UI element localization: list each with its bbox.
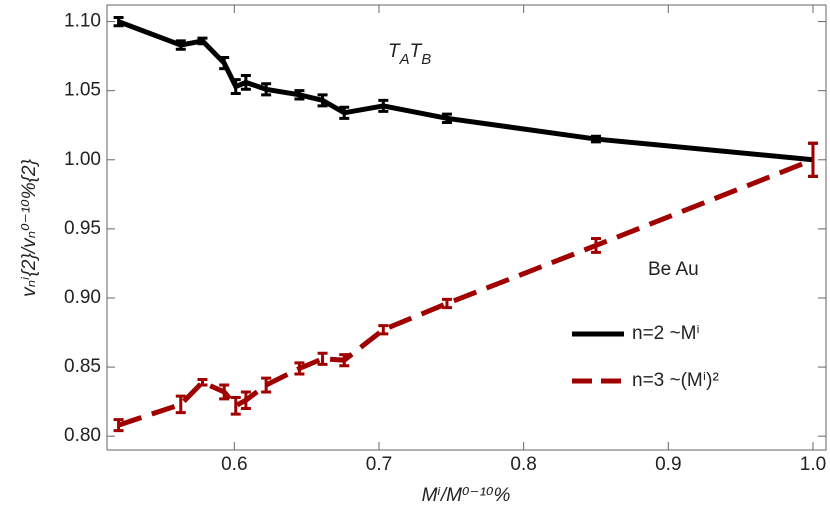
legend-label: n=3 ~(Mⁱ)²	[632, 370, 719, 391]
error-bar	[294, 89, 305, 101]
error-bar	[378, 324, 389, 336]
data-line	[117, 157, 814, 428]
x-tick-label: 0.6	[221, 454, 247, 475]
y-tick-label: 0.85	[64, 356, 101, 377]
annotation-part: A	[399, 51, 410, 68]
x-tick-label: 0.9	[655, 454, 681, 475]
error-bar	[230, 395, 241, 416]
y-tick-label: 1.00	[64, 149, 101, 170]
error-bar	[240, 73, 251, 91]
plot-frame	[106, 4, 827, 451]
data-line	[117, 19, 814, 163]
error-bar	[219, 383, 230, 401]
annotation: TATB	[388, 41, 431, 68]
error-bar	[219, 56, 230, 71]
y-tick-label: 0.95	[64, 218, 101, 239]
error-bar	[317, 351, 328, 366]
error-bar	[240, 390, 251, 411]
annotation: Be Au	[648, 259, 699, 280]
y-tick-label: 1.10	[64, 11, 101, 32]
annotation-part: T	[388, 41, 401, 62]
error-bar	[113, 418, 124, 433]
y-tick-label: 0.80	[64, 425, 101, 446]
error-bar	[317, 93, 328, 108]
error-bar	[261, 82, 272, 97]
error-bar	[590, 237, 601, 254]
error-bar	[197, 36, 208, 46]
y-axis-label: vₙⁱ{2}/vₙ⁰⁻¹⁰%{2}	[19, 158, 40, 296]
error-bar	[294, 361, 305, 376]
error-bar	[339, 105, 350, 120]
error-bar	[261, 376, 272, 394]
error-bar	[113, 15, 124, 28]
error-bar	[378, 98, 389, 113]
error-bar	[175, 394, 186, 415]
error-bar	[807, 141, 818, 178]
error-bar	[230, 78, 241, 95]
x-tick-label: 0.8	[510, 454, 536, 475]
y-tick-label: 0.90	[64, 287, 101, 308]
error-bar	[339, 353, 350, 368]
x-tick-label: 0.7	[366, 454, 392, 475]
error-bar	[441, 112, 452, 124]
annotation-part: B	[421, 51, 431, 68]
x-tick-label: 1.0	[800, 454, 826, 475]
error-bar	[175, 39, 186, 51]
annotation-part: T	[410, 41, 423, 62]
x-axis-label: Mⁱ/M⁰⁻¹⁰%	[422, 485, 511, 506]
error-bar	[590, 134, 601, 144]
legend-label: n=2 ~Mⁱ	[632, 323, 700, 344]
error-bar	[441, 297, 452, 310]
error-bar	[197, 378, 208, 387]
y-tick-label: 1.05	[64, 80, 101, 101]
